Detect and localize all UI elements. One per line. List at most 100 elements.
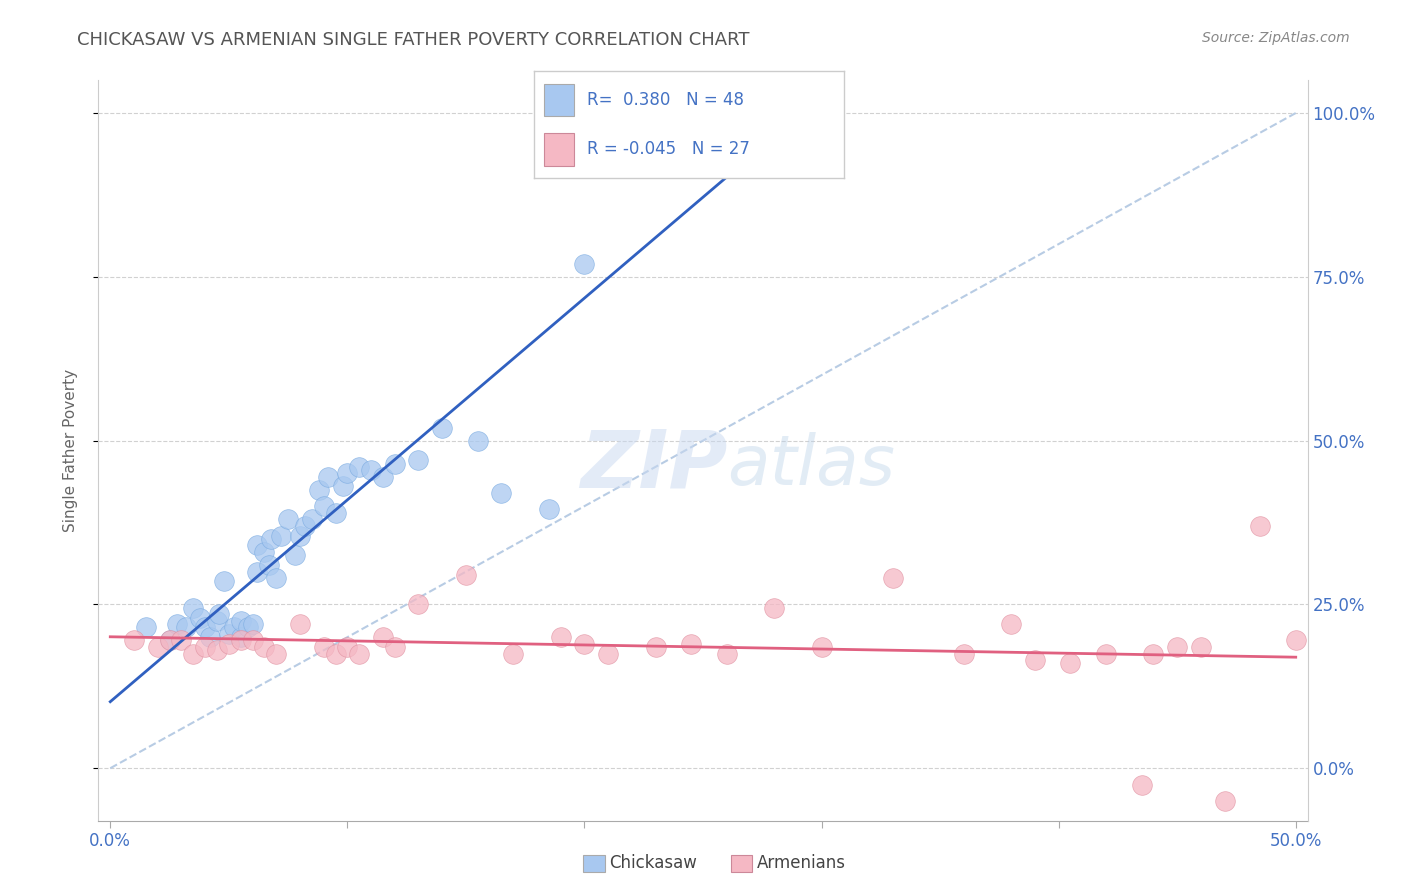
Point (284, 549, 307, 563)
Point (135, 620, 157, 634)
Text: R = -0.045   N = 27: R = -0.045 N = 27 (586, 141, 749, 159)
Point (454, 568, 477, 582)
Point (681, 637, 703, 651)
Point (194, 640, 217, 654)
Point (264, 647, 287, 661)
Point (1095, 647, 1118, 661)
Text: Chickasaw: Chickasaw (609, 855, 697, 872)
Point (332, 479, 354, 493)
Point (1213, 794, 1236, 808)
Point (264, 571, 287, 585)
Point (371, 630, 394, 644)
Point (236, 620, 259, 634)
Point (253, 640, 276, 654)
Point (1249, 518, 1271, 533)
Point (537, 502, 560, 516)
Point (1000, 617, 1022, 632)
Point (288, 617, 311, 632)
Point (644, 640, 666, 654)
Point (325, 647, 347, 661)
Point (246, 539, 269, 553)
Point (159, 633, 181, 648)
Point (257, 558, 280, 573)
Text: R=  0.380   N = 48: R= 0.380 N = 48 (586, 91, 744, 109)
Point (384, 640, 406, 654)
Point (260, 532, 283, 546)
Point (336, 640, 359, 654)
Point (763, 600, 786, 615)
Text: Armenians: Armenians (756, 855, 845, 872)
Y-axis label: Single Father Poverty: Single Father Poverty (63, 369, 77, 532)
Point (692, 112, 714, 127)
Point (1059, 657, 1081, 671)
Point (205, 614, 228, 628)
Point (181, 647, 204, 661)
Point (716, 647, 738, 661)
Point (598, 647, 620, 661)
Point (222, 620, 245, 634)
Point (208, 607, 231, 622)
Point (170, 633, 193, 648)
Point (242, 617, 264, 632)
Point (882, 571, 904, 585)
FancyBboxPatch shape (544, 134, 575, 166)
Point (308, 483, 330, 497)
Point (246, 565, 269, 579)
Text: CHICKASAW VS ARMENIAN SINGLE FATHER POVERTY CORRELATION CHART: CHICKASAW VS ARMENIAN SINGLE FATHER POVE… (77, 31, 749, 49)
Point (491, 486, 513, 500)
Point (312, 499, 335, 513)
Point (312, 640, 335, 654)
Point (242, 633, 264, 648)
Point (1166, 640, 1188, 654)
Point (1285, 633, 1308, 648)
Point (347, 459, 370, 474)
Point (786, 112, 808, 127)
FancyBboxPatch shape (544, 84, 575, 116)
Point (1189, 640, 1212, 654)
Point (205, 643, 228, 657)
Text: Source: ZipAtlas.com: Source: ZipAtlas.com (1202, 31, 1350, 45)
Point (277, 512, 299, 526)
Point (574, 637, 596, 651)
Point (294, 518, 316, 533)
Point (502, 647, 524, 661)
Point (174, 620, 197, 634)
Point (270, 528, 292, 542)
Point (229, 614, 252, 628)
Point (810, 640, 832, 654)
Point (159, 633, 181, 648)
Point (198, 630, 221, 644)
Point (467, 434, 489, 448)
Point (301, 512, 323, 526)
Point (253, 545, 276, 559)
Point (229, 630, 252, 644)
Point (574, 257, 596, 271)
Point (952, 647, 974, 661)
Point (550, 630, 572, 644)
Point (122, 633, 145, 648)
Point (194, 620, 217, 634)
Point (360, 463, 382, 477)
Point (190, 610, 212, 624)
Point (229, 633, 252, 648)
Point (318, 469, 340, 483)
Point (1024, 653, 1046, 667)
Point (218, 627, 240, 641)
Point (336, 467, 359, 481)
Point (166, 617, 188, 632)
Point (432, 420, 454, 434)
Point (347, 647, 370, 661)
Point (146, 640, 169, 654)
Point (212, 574, 235, 589)
Point (1142, 647, 1164, 661)
Point (408, 453, 430, 467)
Point (371, 469, 394, 483)
Point (218, 637, 240, 651)
Point (288, 528, 311, 542)
Point (181, 600, 204, 615)
Point (408, 598, 430, 612)
Point (1130, 778, 1153, 792)
Point (325, 506, 347, 520)
Point (620, 126, 643, 140)
Text: atlas: atlas (727, 432, 896, 499)
